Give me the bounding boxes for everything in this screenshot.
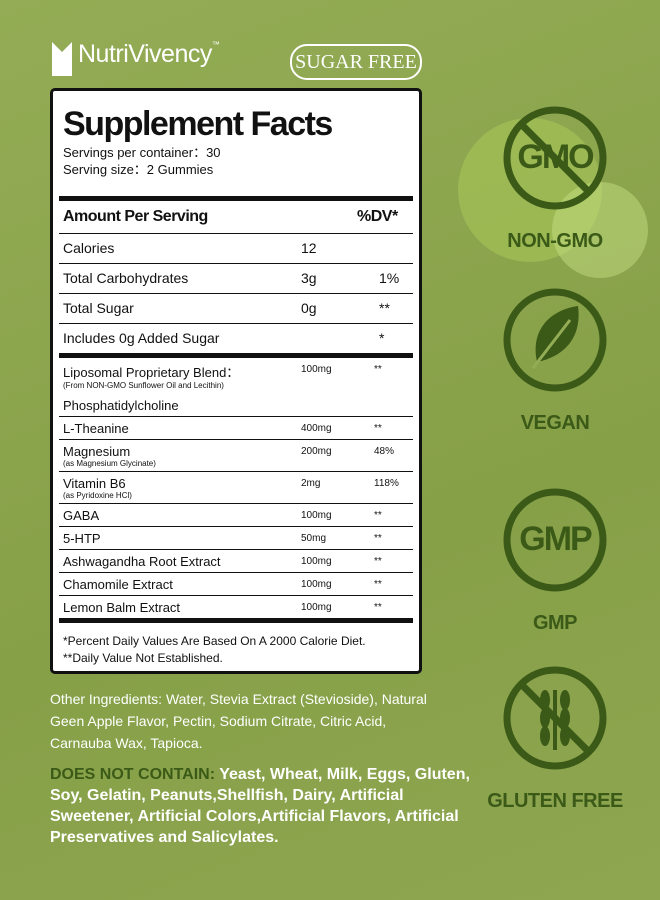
footnote: **Daily Value Not Established.	[63, 651, 223, 665]
dnc-text: Yeast, Wheat, Milk, Eggs, Gluten, Soy, G…	[50, 766, 470, 846]
rule	[59, 439, 413, 440]
nutrient-name: Magnesium	[63, 444, 131, 459]
amount: 200mg	[301, 446, 332, 457]
rule	[59, 263, 413, 264]
fact-row: Vitamin B6 (as Pyridoxine HCl) 2mg 118%	[59, 472, 419, 503]
badge-label: GLUTEN FREE	[487, 790, 623, 812]
nutrient-name: Lemon Balm Extract	[63, 600, 181, 615]
fact-row: L-Theanine 400mg **	[59, 417, 419, 439]
fact-row: GABA 100mg **	[59, 504, 419, 526]
fact-row: Magnesium (as Magnesium Glycinate) 200mg 48…	[59, 440, 419, 471]
nutrient-name: Total Sugar	[63, 300, 134, 316]
nutrient-name: GABA	[63, 508, 100, 523]
badge-label: NON-GMO	[507, 230, 603, 252]
dnc-label: DOES NOT CONTAIN:	[50, 766, 216, 783]
rule	[59, 572, 413, 573]
amount: 0g	[301, 300, 317, 316]
nutrient-name: Liposomal Proprietary Blend：	[63, 365, 240, 380]
amount: 100mg	[301, 364, 332, 375]
daily-value: **	[379, 300, 390, 316]
main-rows: Calories 12 Total Carbohydrates 3g 1% Total S…	[59, 233, 419, 353]
badge-label: VEGAN	[520, 412, 590, 434]
fact-row: Total Sugar 0g **	[59, 294, 419, 323]
brand-name: NutriVivency	[78, 40, 212, 68]
rule	[59, 293, 413, 294]
facts-panel: Supplement Facts Servings per container：…	[50, 88, 422, 674]
header-amount: Amount Per Serving	[63, 208, 208, 225]
rule	[59, 416, 413, 417]
serving-size: Serving size：2 Gummies	[63, 162, 214, 177]
amount: 100mg	[301, 602, 332, 613]
daily-value: **	[374, 423, 382, 434]
nutrient-note: (as Magnesium Glycinate)	[63, 459, 156, 468]
other-ingredients: Other Ingredients: Water, Stevia Extract…	[50, 691, 427, 751]
nutrient-note: (From NON-GMO Sunflower Oil and Lecithin…	[63, 381, 224, 390]
nutrient-note: (as Pyridoxine HCl)	[63, 491, 132, 500]
daily-value: **	[374, 556, 382, 567]
footnote: *Percent Daily Values Are Based On A 200…	[63, 634, 366, 648]
daily-value: **	[374, 364, 382, 375]
rule	[59, 323, 413, 324]
badge-label: GMP	[532, 612, 578, 634]
nutrient-name: Includes 0g Added Sugar	[63, 330, 220, 346]
amount: 3g	[301, 270, 317, 286]
fact-row: Chamomile Extract 100mg **	[59, 573, 419, 595]
daily-value: **	[374, 510, 382, 521]
daily-value: **	[374, 602, 382, 613]
sugar-free-badge: SUGAR FREE	[290, 44, 422, 80]
daily-value: 118%	[374, 478, 399, 489]
amount: 12	[301, 240, 317, 256]
rule	[59, 526, 413, 527]
daily-value: **	[374, 533, 382, 544]
nutrient-name: L-Theanine	[63, 421, 129, 436]
rule	[59, 471, 413, 472]
amount: 2mg	[301, 478, 321, 489]
nutrient-name: Chamomile Extract	[63, 577, 173, 592]
fact-row: Ashwagandha Root Extract 100mg **	[59, 550, 419, 572]
daily-value: 1%	[379, 270, 400, 286]
fact-row: 5-HTP 50mg **	[59, 527, 419, 549]
footnotes: *Percent Daily Values Are Based On A 200…	[59, 623, 419, 667]
nutrient-name: Ashwagandha Root Extract	[63, 554, 221, 569]
nutrient-extra: Phosphatidylcholine	[63, 398, 179, 413]
servings: Servings per container：30	[63, 145, 221, 160]
rule	[59, 595, 413, 596]
fact-row: Lemon Balm Extract 100mg **	[59, 596, 419, 618]
header-dv: %DV*	[357, 208, 398, 225]
fact-row: Total Carbohydrates 3g 1%	[59, 264, 419, 293]
daily-value: *	[379, 330, 385, 346]
fact-row: Calories 12	[59, 234, 419, 263]
trademark: ™	[211, 40, 220, 49]
nutrient-name: Calories	[63, 240, 115, 256]
rule	[59, 549, 413, 550]
nutrient-name: Total Carbohydrates	[63, 270, 189, 286]
rule	[59, 233, 413, 234]
amount: 400mg	[301, 423, 332, 434]
logo: NutriVivency ™	[50, 40, 220, 69]
daily-value: **	[374, 579, 382, 590]
nutrient-name: 5-HTP	[63, 531, 101, 546]
does-not-contain: DOES NOT CONTAIN: Yeast, Wheat, Milk, Eg…	[50, 764, 470, 848]
badge-icon: GMO	[517, 138, 594, 176]
badge-icon: GMP	[519, 520, 592, 558]
facts-title: Supplement Facts	[63, 105, 333, 143]
daily-value: 48%	[374, 446, 395, 457]
rule	[59, 503, 413, 504]
fact-row: Liposomal Proprietary Blend： (From NON-GM…	[59, 358, 419, 416]
amount: 100mg	[301, 510, 332, 521]
header-row: Amount Per Serving %DV*	[59, 201, 419, 233]
nutrient-name: Vitamin B6	[63, 476, 126, 491]
blend-rows: Liposomal Proprietary Blend： (From NON-GM…	[59, 358, 419, 618]
fact-row: Includes 0g Added Sugar *	[59, 324, 419, 353]
amount: 100mg	[301, 579, 332, 590]
amount: 50mg	[301, 533, 327, 544]
amount: 100mg	[301, 556, 332, 567]
